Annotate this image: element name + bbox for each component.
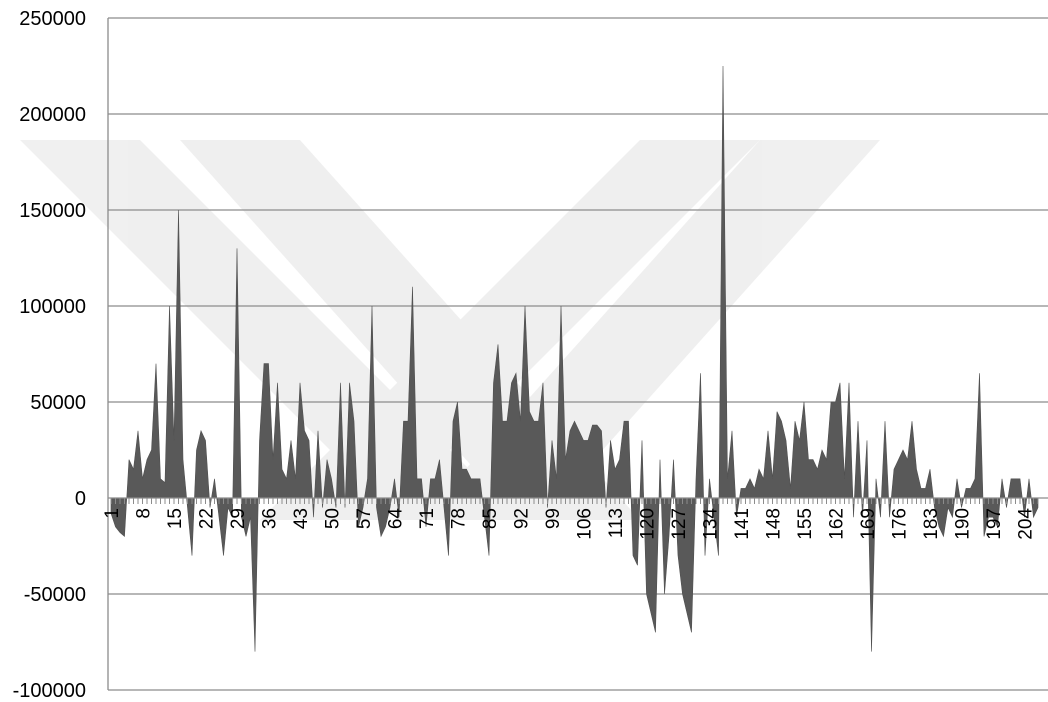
x-tick-label: 134 [701, 508, 722, 540]
y-tick-label: 100000 [19, 296, 86, 318]
x-tick-label: 190 [953, 508, 974, 540]
watermark-stroke [20, 140, 520, 520]
x-tick-label: 204 [1016, 508, 1037, 540]
y-tick-label: 200000 [19, 104, 86, 126]
x-tick-label: 64 [386, 508, 407, 530]
x-tick-label: 197 [984, 508, 1005, 540]
x-axis-tick-labels: 1 8 15 22 29 36 43 50 57 64 71 78 85 92 99 106 113 120 127… [102, 508, 1037, 540]
y-axis-tick-labels: 250000 200000 150000 100000 50000 0 -50000 -100… [13, 8, 86, 702]
x-tick-label: 127 [669, 508, 690, 540]
x-tick-label: 85 [480, 508, 501, 529]
x-tick-label: 92 [512, 508, 533, 529]
y-tick-label: -100000 [13, 680, 86, 702]
x-tick-label: 78 [449, 508, 470, 529]
x-tick-label: 99 [543, 508, 564, 529]
x-tick-label: 22 [197, 508, 218, 529]
x-tick-label: 106 [575, 508, 596, 540]
y-tick-label: 150000 [19, 200, 86, 222]
x-tick-label: 113 [606, 508, 627, 538]
x-tick-label: 148 [764, 508, 785, 540]
x-tick-label: 15 [165, 508, 186, 529]
x-tick-label: 141 [732, 508, 753, 540]
y-tick-label: -50000 [24, 584, 86, 606]
x-tick-label: 183 [921, 508, 942, 540]
y-tick-label: 0 [75, 488, 86, 510]
gridlines [107, 17, 1048, 691]
y-tick-label: 50000 [30, 392, 86, 414]
x-tick-label: 176 [890, 508, 911, 540]
data-area [110, 65, 1039, 652]
x-tick-label: 50 [323, 508, 344, 529]
x-tick-label: 155 [795, 508, 816, 540]
x-tick-label: 57 [354, 508, 375, 529]
x-tick-label: 36 [260, 508, 281, 529]
x-tick-label: 162 [827, 508, 848, 540]
x-tick-label: 43 [291, 508, 312, 529]
x-tick-label: 71 [417, 508, 438, 529]
x-tick-label: 169 [858, 508, 879, 540]
x-tick-label: 29 [228, 508, 249, 529]
x-tick-label: 1 [102, 508, 123, 519]
watermark-stroke [260, 140, 760, 520]
x-axis-minor-ticks [110, 498, 1039, 504]
y-tick-label: 250000 [19, 8, 86, 30]
x-tick-label: 120 [638, 508, 659, 540]
x-tick-label: 8 [134, 508, 155, 519]
